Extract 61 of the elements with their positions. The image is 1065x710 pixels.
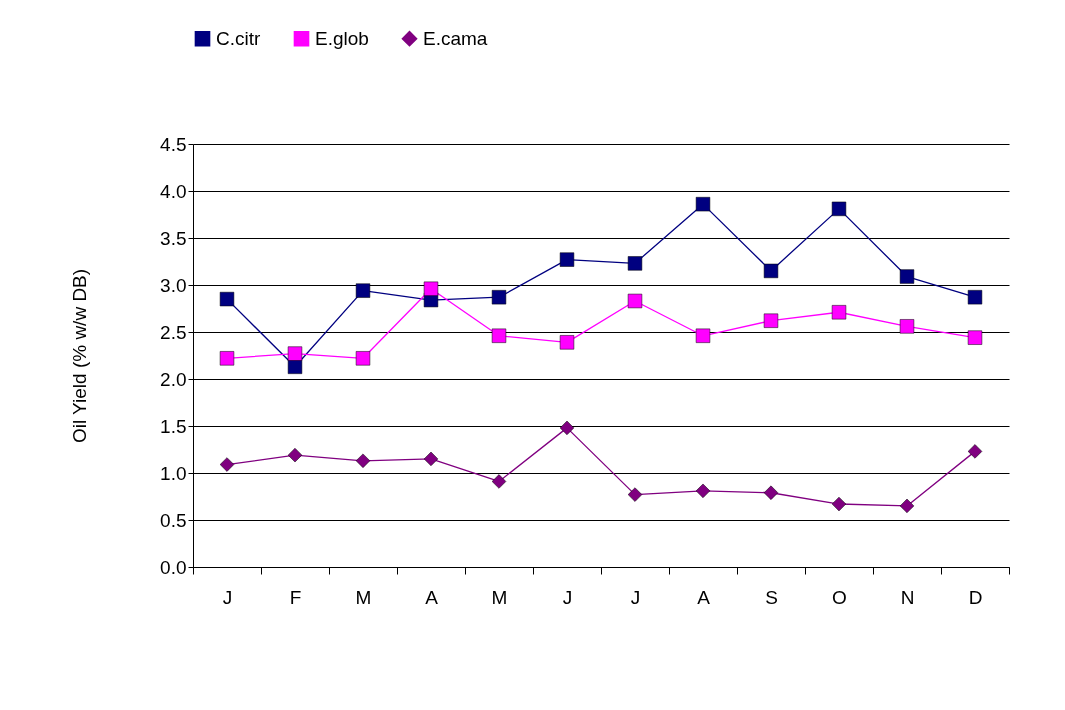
x-tick-label: A — [425, 586, 439, 608]
x-tick-label: F — [289, 586, 302, 608]
x-tick-label: M — [355, 586, 372, 608]
point — [219, 457, 235, 472]
point — [967, 444, 983, 459]
x-tick-label: A — [697, 586, 711, 608]
y-tick-label: 2.0 — [160, 368, 187, 390]
y-tick-label: 0.0 — [160, 556, 187, 578]
point — [287, 448, 303, 463]
point — [763, 485, 779, 500]
x-tick-label: J — [630, 586, 641, 608]
point — [695, 328, 711, 343]
point — [967, 330, 983, 345]
point — [355, 351, 371, 366]
point — [423, 451, 439, 467]
point — [559, 252, 575, 267]
point — [831, 305, 847, 320]
x-tick-label: O — [832, 586, 847, 608]
point — [831, 496, 847, 512]
point — [899, 269, 915, 284]
point — [423, 281, 439, 296]
x-tick-label: M — [491, 586, 508, 608]
y-tick-label: 3.5 — [160, 227, 187, 249]
point — [559, 335, 575, 350]
point — [627, 256, 643, 271]
point — [763, 263, 779, 279]
point — [491, 290, 507, 305]
point — [355, 453, 371, 468]
point — [967, 290, 983, 305]
point — [219, 291, 235, 307]
y-axis-title: Oil Yield (% w/w DB) — [69, 268, 91, 444]
x-tick-label: N — [900, 586, 915, 608]
point — [695, 197, 711, 212]
point — [491, 328, 507, 343]
x-tick-label: J — [222, 586, 233, 608]
legend-label: C.citr — [216, 27, 261, 49]
point — [899, 498, 915, 514]
y-tick-label: 4.0 — [160, 180, 187, 202]
y-tick-label: 4.5 — [160, 133, 187, 155]
point — [899, 319, 915, 334]
y-tick-label: 1.0 — [160, 462, 187, 484]
point — [355, 283, 371, 298]
point — [627, 293, 643, 309]
point — [491, 474, 507, 489]
point — [627, 487, 643, 502]
point — [695, 483, 711, 498]
point — [559, 420, 575, 436]
y-tick-label: 3.0 — [160, 274, 187, 296]
y-tick-label: 2.5 — [160, 321, 187, 343]
point — [287, 359, 303, 374]
legend-label: E.cama — [423, 27, 488, 49]
point — [219, 351, 235, 366]
y-tick-label: 1.5 — [160, 415, 187, 437]
point — [831, 201, 847, 216]
point — [763, 313, 779, 328]
point — [287, 346, 303, 361]
x-tick-label: J — [562, 586, 573, 608]
y-tick-label: 0.5 — [160, 509, 187, 531]
legend-label: E.glob — [315, 27, 369, 49]
x-tick-label: D — [968, 586, 983, 608]
x-tick-label: S — [765, 586, 778, 608]
